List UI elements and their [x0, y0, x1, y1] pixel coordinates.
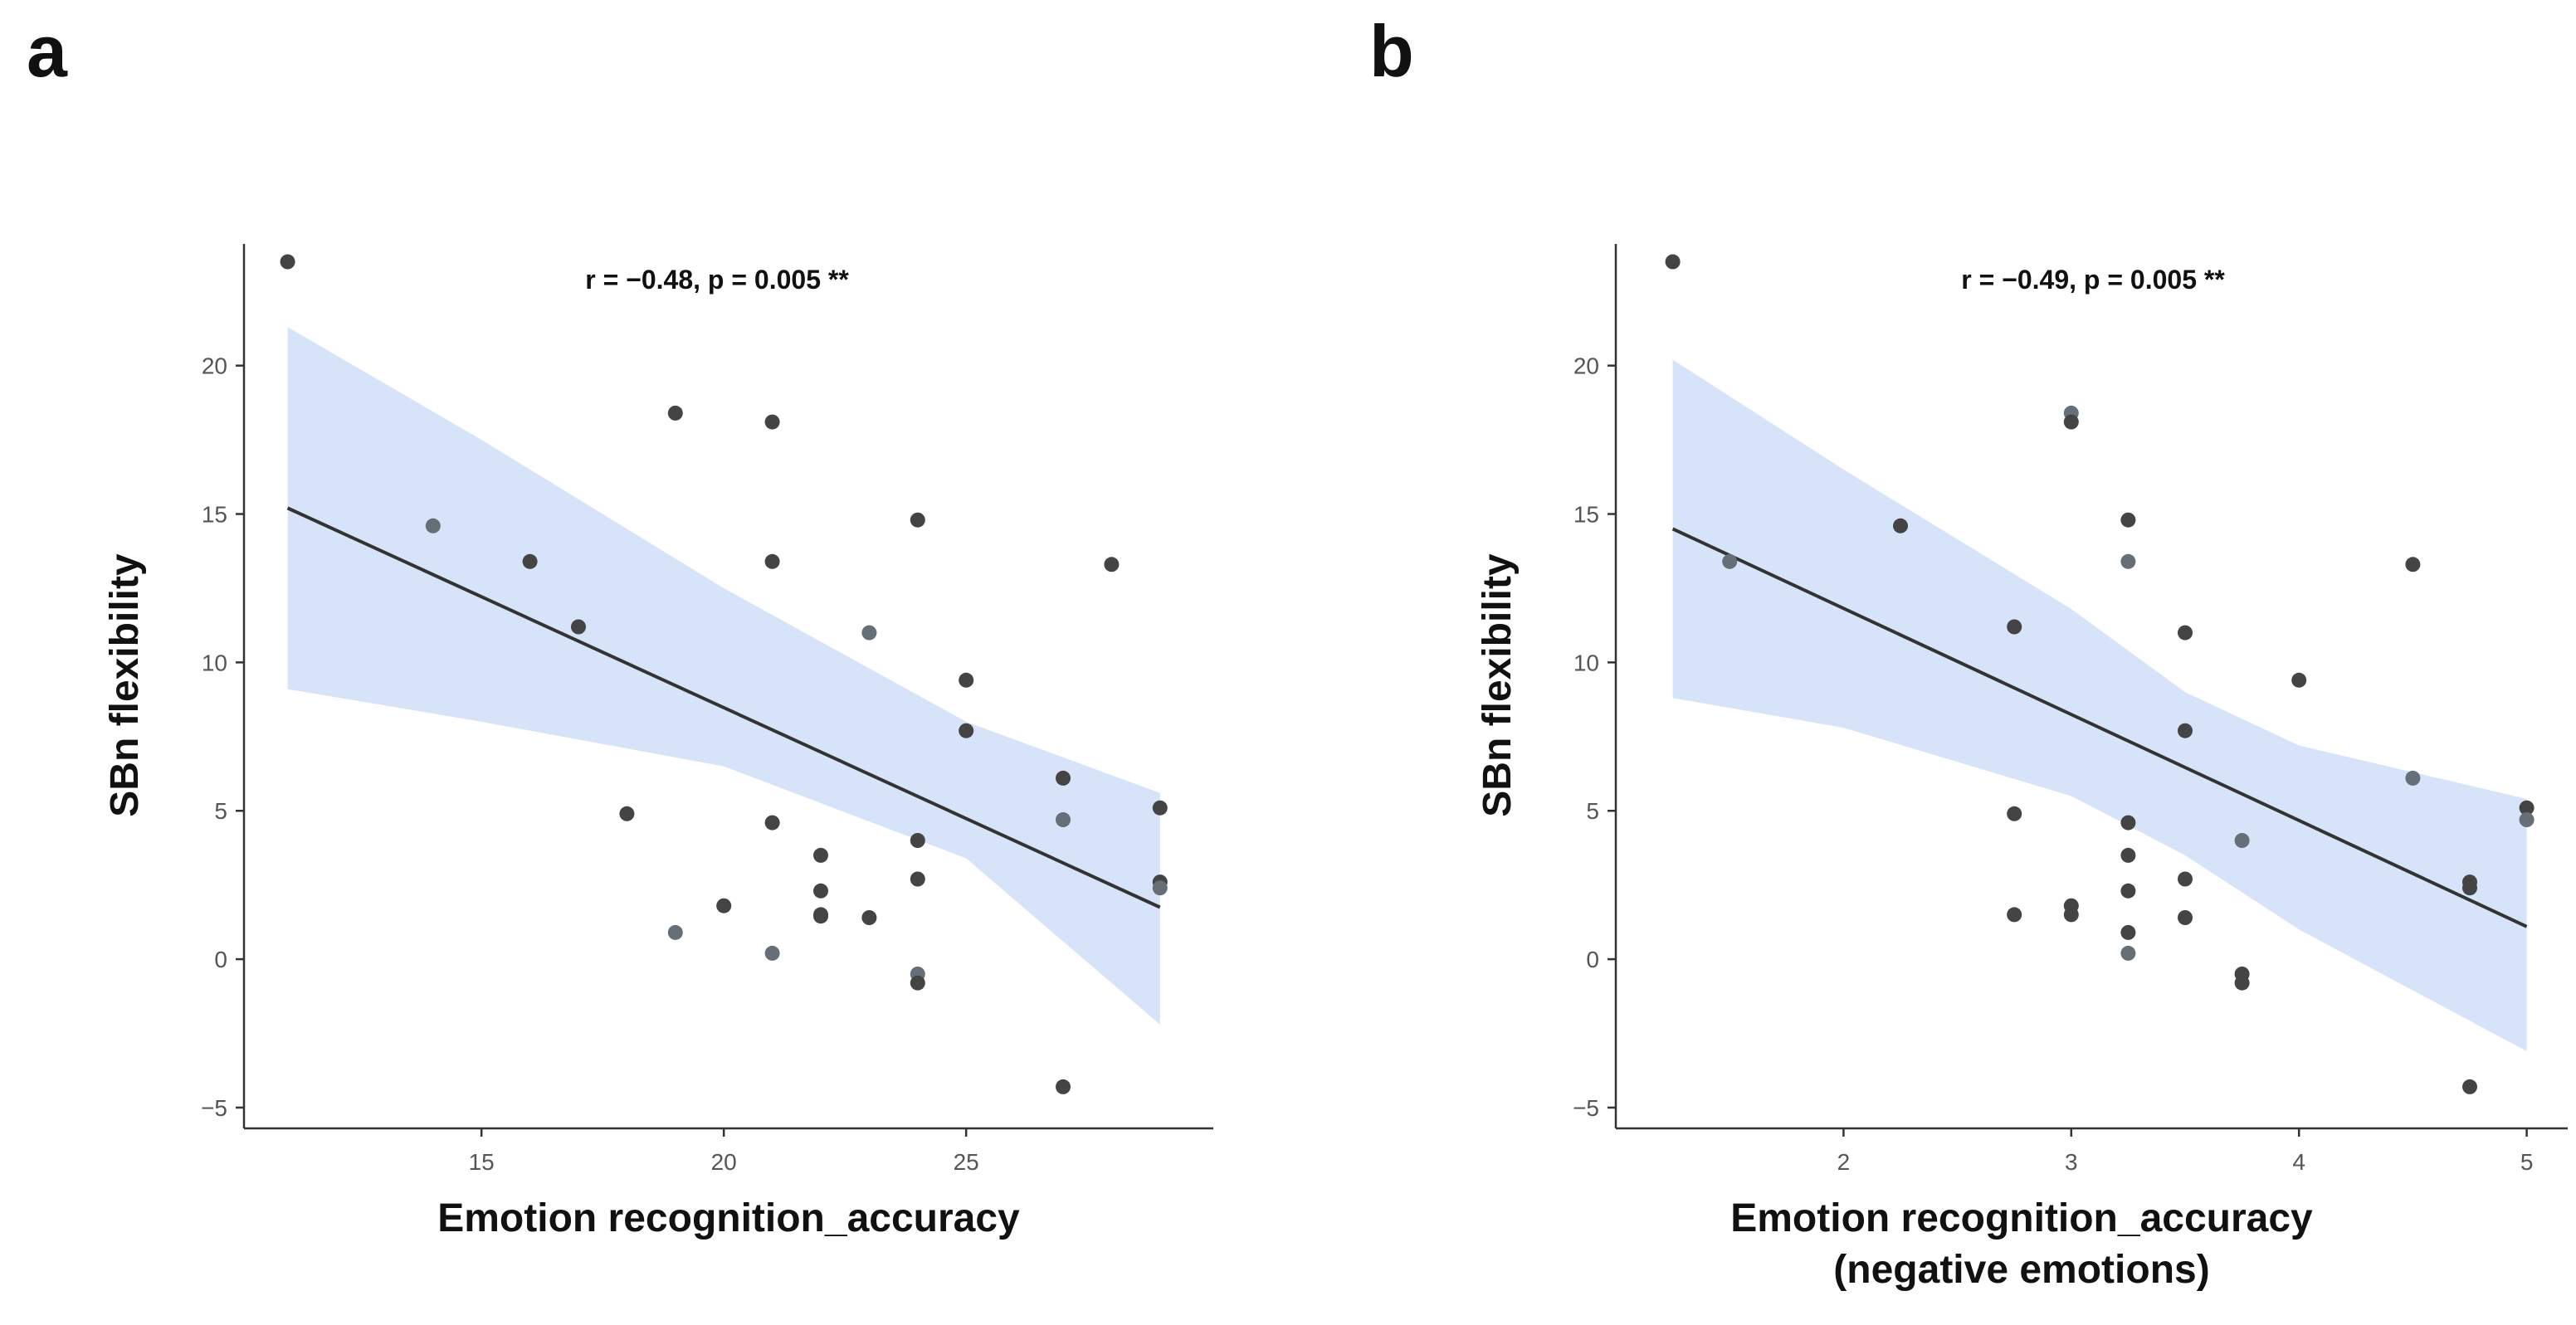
- data-point: [2007, 619, 2022, 635]
- data-point: [2120, 924, 2136, 940]
- data-point: [2291, 672, 2307, 688]
- data-point: [910, 975, 925, 991]
- data-point: [425, 518, 441, 533]
- confidence-band: [287, 327, 1160, 1025]
- data-point: [1056, 812, 1071, 827]
- data-point: [2178, 910, 2193, 925]
- data-point: [959, 723, 974, 738]
- regression-line: [286, 506, 1161, 909]
- y-tick-label: 5: [214, 798, 227, 824]
- data-point: [2178, 625, 2193, 641]
- confidence-band: [1672, 359, 2527, 1051]
- data-point: [910, 833, 925, 848]
- data-point: [2120, 945, 2136, 961]
- data-point: [2234, 975, 2250, 991]
- data-point: [619, 806, 635, 821]
- data-point: [2120, 883, 2136, 899]
- x-tick-label: 15: [469, 1149, 495, 1175]
- data-point: [2405, 557, 2421, 572]
- data-point: [2519, 812, 2535, 827]
- data-point: [813, 909, 828, 924]
- x-tick-label: 5: [2520, 1149, 2534, 1175]
- y-tick-label: 10: [202, 650, 227, 675]
- data-point: [2120, 847, 2136, 863]
- data-point: [1104, 557, 1120, 572]
- data-point: [959, 672, 974, 688]
- y-tick-label: 10: [1573, 650, 1599, 675]
- data-point: [2462, 1079, 2477, 1094]
- x-tick-label: 3: [2065, 1149, 2078, 1175]
- x-tick-label: 2: [1837, 1149, 1851, 1175]
- y-axis-title: SBn flexibility: [1476, 553, 1520, 817]
- data-point: [1665, 254, 1681, 270]
- y-tick-label: 5: [1586, 798, 1599, 824]
- data-point: [1152, 800, 1168, 816]
- data-point: [571, 619, 586, 635]
- y-tick-label: −5: [201, 1095, 227, 1121]
- data-point: [861, 910, 877, 925]
- data-point: [1722, 553, 1738, 569]
- correlation-annotation: r = −0.49, p = 0.005 **: [1961, 265, 2225, 295]
- data-point: [2120, 512, 2136, 528]
- data-point: [910, 512, 925, 528]
- x-axis-title: Emotion recognition_accuracy: [437, 1196, 1020, 1240]
- x-tick-label: 20: [711, 1149, 737, 1175]
- data-point: [2519, 800, 2535, 816]
- data-point: [2063, 414, 2079, 430]
- data-point: [716, 898, 732, 913]
- data-point: [2234, 833, 2250, 848]
- data-point: [764, 553, 780, 569]
- data-point: [2178, 871, 2193, 887]
- data-point: [2462, 880, 2477, 896]
- data-point: [522, 553, 538, 569]
- data-point: [2063, 907, 2079, 923]
- data-point: [667, 924, 683, 940]
- data-point: [861, 625, 877, 641]
- data-point: [2178, 723, 2193, 738]
- x-axis-title: (negative emotions): [1833, 1248, 2209, 1292]
- y-tick-label: −5: [1573, 1095, 1599, 1121]
- x-axis-title: Emotion recognition_accuracy: [1730, 1196, 2313, 1240]
- panel-letter: a: [27, 10, 68, 92]
- y-tick-label: 15: [202, 502, 227, 528]
- regression-line: [1671, 527, 2528, 928]
- data-point: [764, 945, 780, 961]
- data-point: [2120, 553, 2136, 569]
- x-tick-label: 4: [2292, 1149, 2305, 1175]
- panel-a: a −5 0 5 10 15 20 15 20 25 r = −0.48, p = 0.005 **…: [27, 10, 1213, 1240]
- data-point: [2007, 806, 2022, 821]
- panel-letter: b: [1369, 10, 1414, 92]
- data-point: [1893, 518, 1908, 533]
- data-point: [2120, 815, 2136, 831]
- correlation-annotation: r = −0.48, p = 0.005 **: [585, 265, 849, 295]
- y-tick-label: 0: [1586, 947, 1599, 972]
- y-tick-label: 20: [1573, 353, 1599, 379]
- x-tick-label: 25: [954, 1149, 979, 1175]
- data-point: [2007, 907, 2022, 923]
- panel-b: b −5 0 5 10 15 20 2 3 4 5 r = −0.49, p = 0.005 ** Em…: [1369, 10, 2568, 1292]
- data-point: [2405, 770, 2421, 786]
- y-tick-label: 15: [1573, 502, 1599, 528]
- data-point: [813, 883, 828, 899]
- y-tick-label: 20: [202, 353, 227, 379]
- data-point: [1152, 880, 1168, 896]
- data-point: [1056, 1079, 1071, 1094]
- data-point: [764, 414, 780, 430]
- data-point: [667, 405, 683, 421]
- data-point: [813, 847, 828, 863]
- data-point: [1056, 770, 1071, 786]
- data-point: [280, 254, 295, 270]
- y-axis-title: SBn flexibility: [103, 553, 147, 817]
- data-point: [910, 871, 925, 887]
- y-tick-label: 0: [214, 947, 227, 972]
- data-point: [764, 815, 780, 831]
